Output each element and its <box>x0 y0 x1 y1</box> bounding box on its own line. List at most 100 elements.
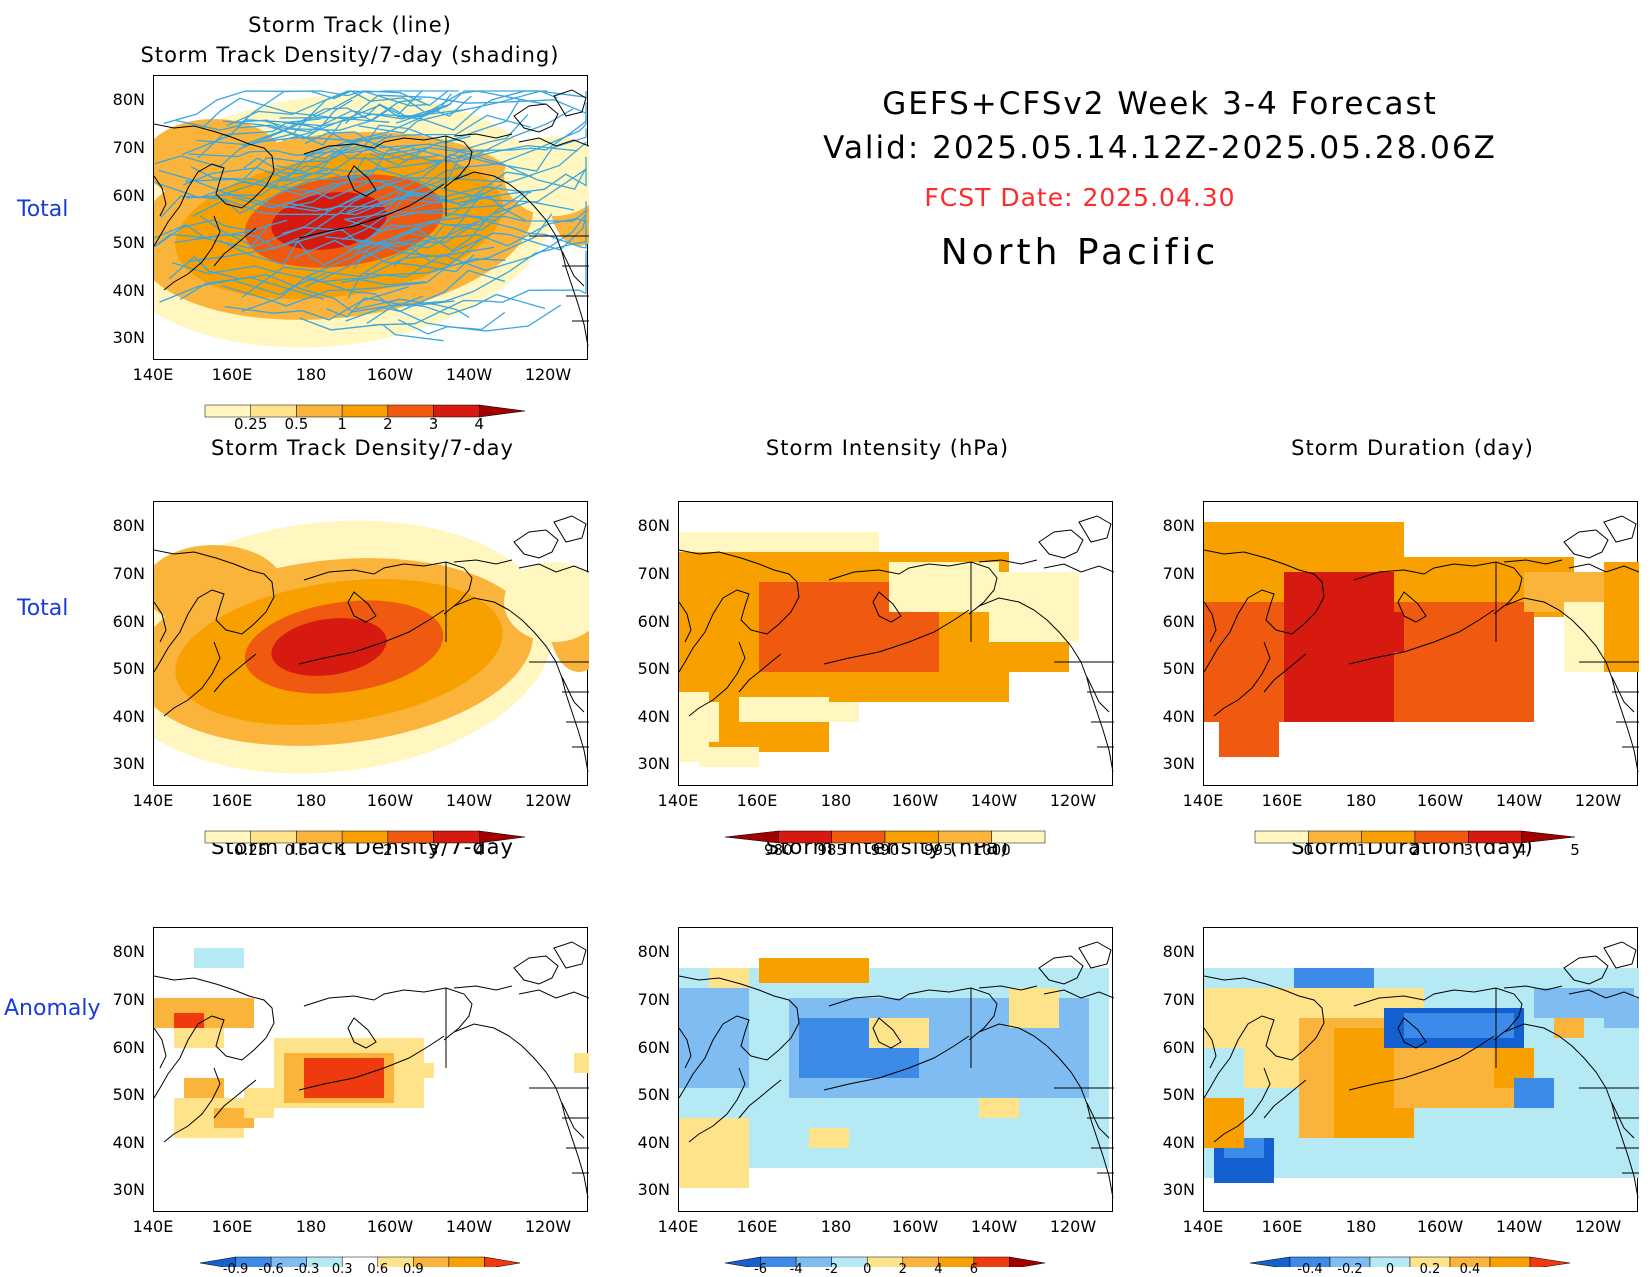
lon-tick-label: 160E <box>211 365 253 384</box>
lon-tick-label: 160E <box>736 791 778 810</box>
lat-tick-label: 30N <box>1162 754 1195 773</box>
lat-tick-label: 60N <box>112 186 145 205</box>
storm-track-line <box>222 120 342 146</box>
coastline <box>453 133 513 139</box>
coastline <box>1204 601 1217 643</box>
map-canvas <box>1204 941 1639 1199</box>
storm-track-line <box>243 147 427 180</box>
colorbar-label: 985 <box>817 841 846 859</box>
storm-track-line <box>340 258 506 284</box>
lon-tick-label: 180 <box>295 1217 327 1236</box>
grid-cell <box>679 702 719 742</box>
colorbar-label: 4 <box>474 841 485 859</box>
lat-tick-label: 40N <box>112 281 145 300</box>
map-canvas <box>679 515 1114 773</box>
lon-tick-label: 140E <box>132 1217 174 1236</box>
coastline <box>553 941 587 969</box>
coastline <box>298 1035 445 1091</box>
panel-title-density-total: Storm Track Density/7-day <box>211 436 514 460</box>
lon-tick-label: 140W <box>1495 1217 1543 1236</box>
coastline <box>1204 549 1325 673</box>
forecast-title: GEFS+CFSv2 Week 3-4 Forecast <box>882 86 1438 122</box>
coastline <box>1263 653 1307 693</box>
coastline <box>561 1102 589 1174</box>
lat-tick-label: 40N <box>637 1133 670 1152</box>
colorbar-label: 1000 <box>972 841 1011 859</box>
coastline <box>1263 1079 1307 1119</box>
colorbar-label: 1 <box>337 841 347 859</box>
lat-tick-label: 30N <box>112 754 145 773</box>
coastline <box>1078 941 1112 969</box>
lat-tick-label: 60N <box>637 1038 670 1057</box>
lon-tick-label: 160E <box>1261 791 1303 810</box>
storm-track-line <box>411 102 587 160</box>
colorbar-segment <box>1009 1256 1046 1270</box>
storm-track-line <box>307 276 562 332</box>
coastline <box>1603 515 1637 543</box>
lon-tick-label: 160E <box>211 791 253 810</box>
colorbar-label: 2 <box>1410 841 1420 859</box>
grid-cell <box>1204 522 1404 562</box>
coastline <box>1038 955 1084 985</box>
map-duration-total <box>1203 501 1639 786</box>
colorbar-label: 995 <box>924 841 953 859</box>
coastline <box>1568 563 1639 573</box>
region-name: North Pacific <box>940 232 1220 273</box>
grid-cell <box>404 1063 434 1078</box>
colorbar-label: 4 <box>934 1262 943 1277</box>
storm-track-line <box>224 286 409 321</box>
lon-tick-label: 140E <box>657 1217 699 1236</box>
colorbar-label: 5 <box>1570 841 1580 859</box>
storm-track-line <box>186 159 467 199</box>
colorbar-segment <box>1489 1256 1531 1270</box>
colorbar-label: -2 <box>825 1262 839 1277</box>
panel-title-duration-total: Storm Duration (day) <box>1291 436 1534 460</box>
coastline <box>1503 559 1563 565</box>
coastline <box>1603 941 1637 969</box>
colorbar-label: -6 <box>754 1262 768 1277</box>
row-label-anomaly: Anomaly <box>4 996 101 1021</box>
grid-cell <box>679 1118 749 1188</box>
colorbar-segment <box>991 830 1046 844</box>
colorbar-segment <box>1529 1256 1571 1270</box>
colorbar-graphic <box>204 404 526 418</box>
coastline <box>303 561 557 663</box>
colorbar-label: 0 <box>1303 841 1314 859</box>
coastline <box>518 563 589 573</box>
lon-tick-label: 140W <box>1495 791 1543 810</box>
colorbar-graphic <box>1254 830 1576 844</box>
colorbar-label: 0.4 <box>1459 1262 1481 1277</box>
storm-track-line <box>299 317 444 342</box>
storm-track-line <box>226 90 459 127</box>
storm-track-line <box>199 215 479 248</box>
coastline <box>688 641 746 717</box>
coastline <box>213 653 257 693</box>
lon-tick-label: 140E <box>132 365 174 384</box>
grid-cell <box>759 958 869 983</box>
lon-tick-label: 140E <box>1182 1217 1224 1236</box>
coastline <box>347 165 377 197</box>
storm-track-line <box>158 169 469 212</box>
colorbar-segment <box>1249 1256 1291 1270</box>
grid-cell <box>1564 602 1604 672</box>
colorbar-label: -0.6 <box>258 1262 284 1277</box>
coastline <box>1078 515 1112 543</box>
storm-track-line <box>389 116 587 204</box>
coastline <box>1605 661 1639 773</box>
grid-cell <box>889 562 999 612</box>
map-density-total <box>153 501 589 786</box>
lon-tick-label: 160W <box>366 365 414 384</box>
storm-track-line <box>160 156 386 218</box>
lat-tick-label: 50N <box>1162 659 1195 678</box>
lat-tick-label: 80N <box>1162 516 1195 535</box>
colorbar-label: -0.9 <box>222 1262 249 1277</box>
coastline <box>1563 529 1609 559</box>
storm-track-line <box>242 90 424 148</box>
row-label-total-1: Total <box>17 197 69 222</box>
map-intensity-anomaly <box>678 927 1114 1212</box>
storm-track-line <box>174 192 485 250</box>
coastline <box>555 235 589 347</box>
coastline <box>347 1017 377 1049</box>
lon-tick-label: 160E <box>1261 1217 1303 1236</box>
colorbar-label: 4 <box>1516 841 1527 859</box>
